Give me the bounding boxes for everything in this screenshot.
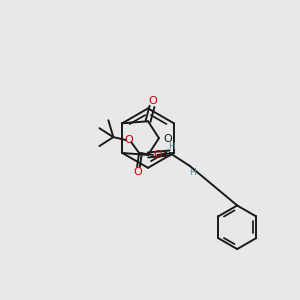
Text: H: H (189, 168, 196, 177)
Text: O: O (125, 135, 134, 145)
Text: O: O (164, 134, 172, 144)
Text: O: O (134, 167, 142, 177)
Text: H: H (168, 142, 175, 151)
Text: O: O (148, 96, 158, 106)
Text: O: O (153, 150, 162, 160)
